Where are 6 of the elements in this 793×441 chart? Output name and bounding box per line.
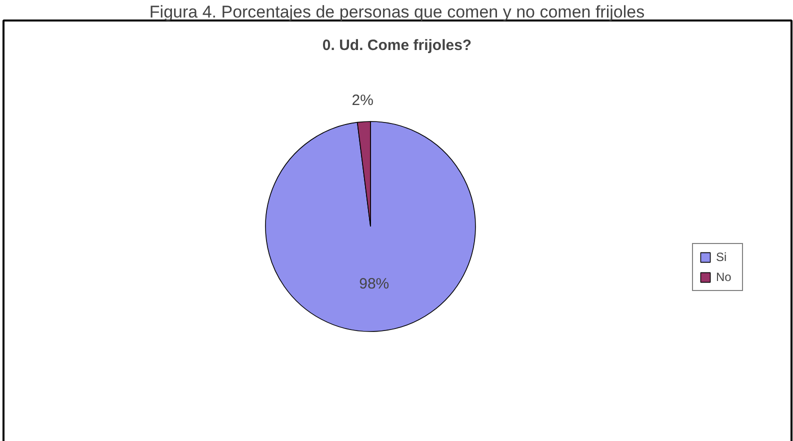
legend-label: Si: [716, 250, 728, 264]
data-label: 98%: [359, 276, 390, 293]
text: Figura 4. Porcentajes de personas que comen y no comen frijoles: [149, 2, 645, 22]
data-label: 2%: [352, 92, 374, 110]
chart-title: 0. Ud. Come frijoles?: [322, 37, 472, 54]
legend-label: No: [716, 270, 732, 284]
